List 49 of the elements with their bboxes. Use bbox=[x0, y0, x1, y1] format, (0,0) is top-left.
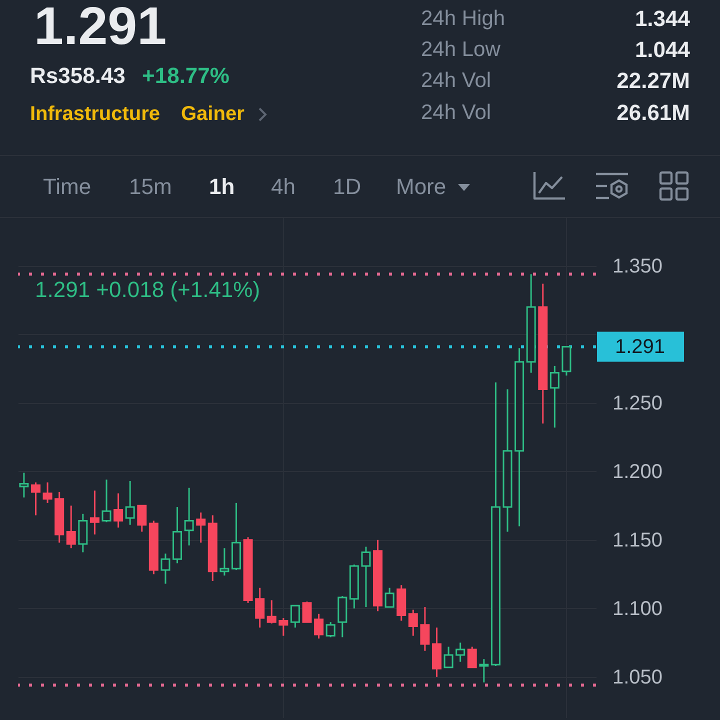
candlestick bbox=[420, 606, 430, 652]
text: +18.77% bbox=[142, 63, 230, 88]
candlestick bbox=[314, 613, 324, 640]
text: 1.291 bbox=[34, 0, 167, 56]
y-tick-label: 1.100 bbox=[612, 598, 663, 620]
candlestick bbox=[30, 482, 40, 516]
candlestick bbox=[444, 646, 454, 668]
candlestick bbox=[408, 609, 418, 637]
candlestick bbox=[456, 642, 466, 663]
ref-line-label: 1.291 bbox=[614, 336, 666, 358]
candlestick bbox=[278, 617, 288, 637]
text: 1.344 bbox=[634, 6, 690, 31]
text: 26.61M bbox=[616, 100, 690, 125]
y-tick-label: 1.250 bbox=[612, 392, 663, 414]
text: 1.291 +0.018 (+1.41%) bbox=[35, 277, 260, 302]
candlestick bbox=[302, 600, 312, 623]
y-tick-label: 1.350 bbox=[612, 255, 663, 278]
candlestick bbox=[42, 482, 52, 504]
text: Gainer bbox=[181, 103, 244, 125]
candlestick bbox=[66, 504, 76, 549]
candlestick bbox=[137, 504, 147, 532]
text: 24h Vol bbox=[421, 101, 492, 124]
candlestick bbox=[196, 512, 206, 544]
text: 24h High bbox=[421, 7, 506, 30]
candlestick bbox=[266, 599, 276, 624]
text: 1h bbox=[209, 174, 235, 199]
text: Rs358.43 bbox=[30, 63, 126, 88]
candlestick bbox=[220, 547, 230, 576]
text: 24h Low bbox=[421, 38, 500, 61]
candlestick bbox=[102, 478, 112, 523]
candlestick bbox=[125, 480, 135, 526]
candlestick bbox=[255, 587, 265, 628]
candlestick bbox=[114, 492, 124, 528]
candlestick bbox=[90, 490, 100, 536]
text: 24h Vol bbox=[421, 69, 492, 92]
y-tick-label: 1.050 bbox=[612, 666, 663, 688]
y-tick-label: 1.200 bbox=[612, 460, 663, 483]
text: 1.044 bbox=[634, 37, 690, 62]
candlestick bbox=[326, 621, 336, 638]
candlestick bbox=[467, 646, 477, 668]
text: 15m bbox=[129, 174, 172, 199]
text: Infrastructure bbox=[30, 103, 160, 125]
text: More bbox=[396, 174, 446, 199]
text: 4h bbox=[271, 174, 296, 199]
text: 1D bbox=[333, 174, 362, 199]
y-tick-label: 1.150 bbox=[612, 529, 663, 552]
candlestick bbox=[160, 552, 170, 585]
text: Time bbox=[43, 174, 92, 199]
text: 22.27M bbox=[616, 68, 690, 93]
